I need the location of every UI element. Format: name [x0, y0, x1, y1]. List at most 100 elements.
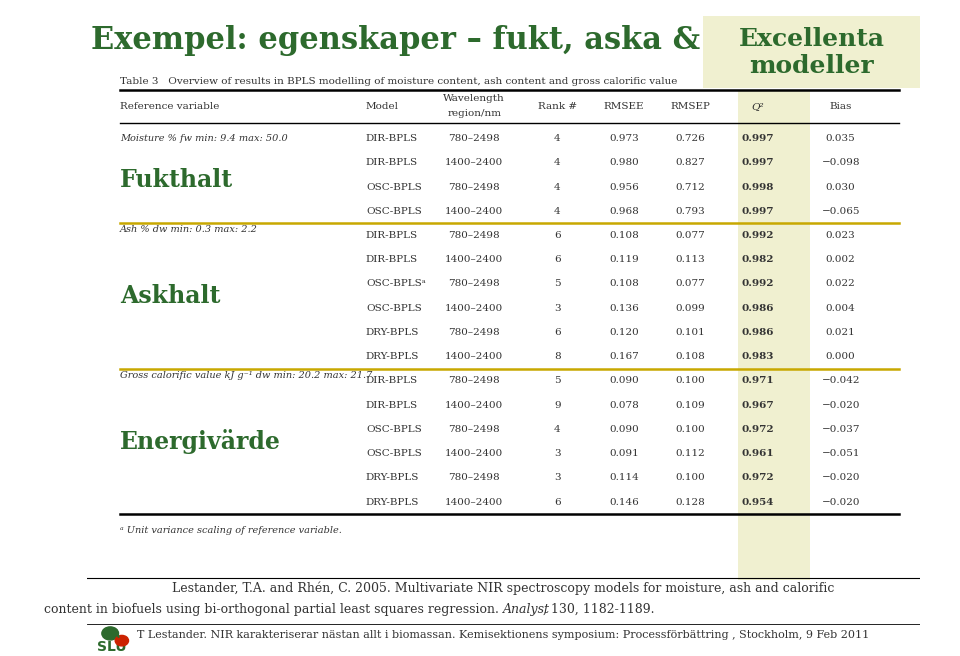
Text: content in biofuels using bi-orthogonal partial least squares regression.: content in biofuels using bi-orthogonal … [44, 603, 503, 616]
Text: 0.712: 0.712 [676, 182, 706, 192]
Text: 3: 3 [554, 474, 561, 482]
Text: 4: 4 [554, 134, 561, 143]
FancyBboxPatch shape [738, 91, 810, 580]
Text: 0.101: 0.101 [676, 328, 706, 337]
Text: −0.037: −0.037 [822, 425, 860, 434]
Text: 0.112: 0.112 [676, 449, 706, 458]
Text: 3: 3 [554, 304, 561, 313]
Text: DRY-BPLS: DRY-BPLS [366, 352, 420, 361]
Text: 4: 4 [554, 425, 561, 434]
Text: Excellenta
modeller: Excellenta modeller [738, 26, 884, 78]
Text: 0.827: 0.827 [676, 158, 706, 167]
Text: Ash % dw min: 0.3 max: 2.2: Ash % dw min: 0.3 max: 2.2 [120, 226, 258, 234]
Text: 0.997: 0.997 [741, 207, 774, 216]
Text: −0.020: −0.020 [822, 498, 860, 506]
Text: 1400–2400: 1400–2400 [445, 401, 503, 409]
Text: 5: 5 [554, 377, 561, 386]
Text: 0.967: 0.967 [741, 401, 774, 409]
Text: 0.120: 0.120 [610, 328, 639, 337]
Text: 4: 4 [554, 158, 561, 167]
Text: Exempel: egenskaper – fukt, aska & energivärde: Exempel: egenskaper – fukt, aska & energ… [91, 23, 916, 56]
Text: DIR-BPLS: DIR-BPLS [366, 231, 418, 240]
Text: , 130, 1182-1189.: , 130, 1182-1189. [543, 603, 655, 616]
Text: 1400–2400: 1400–2400 [445, 498, 503, 506]
Text: region/nm: region/nm [447, 109, 501, 118]
Text: 780–2498: 780–2498 [448, 134, 500, 143]
Text: 0.090: 0.090 [610, 425, 639, 434]
Text: OSC-BPLS: OSC-BPLS [366, 304, 421, 313]
Text: 780–2498: 780–2498 [448, 279, 500, 289]
Text: 0.128: 0.128 [676, 498, 706, 506]
Text: 4: 4 [554, 207, 561, 216]
Text: 6: 6 [554, 231, 561, 240]
Text: Gross calorific value kJ g⁻¹ dw min: 20.2 max: 21.7: Gross calorific value kJ g⁻¹ dw min: 20.… [120, 371, 372, 380]
Text: Rank #: Rank # [538, 102, 577, 112]
Text: 0.980: 0.980 [610, 158, 639, 167]
Text: 0.136: 0.136 [610, 304, 639, 313]
Circle shape [115, 636, 129, 646]
Text: −0.051: −0.051 [822, 449, 860, 458]
Text: 0.972: 0.972 [741, 474, 774, 482]
Text: 0.100: 0.100 [676, 425, 706, 434]
Text: 0.100: 0.100 [676, 474, 706, 482]
Text: Moisture % fw min: 9.4 max: 50.0: Moisture % fw min: 9.4 max: 50.0 [120, 134, 288, 143]
Text: 6: 6 [554, 255, 561, 264]
Text: 0.992: 0.992 [741, 231, 774, 240]
Text: −0.020: −0.020 [822, 401, 860, 409]
Text: 1400–2400: 1400–2400 [445, 352, 503, 361]
Text: 0.971: 0.971 [741, 377, 774, 386]
Text: 780–2498: 780–2498 [448, 182, 500, 192]
FancyBboxPatch shape [704, 16, 920, 89]
Text: Wavelength: Wavelength [444, 94, 505, 104]
Text: Reference variable: Reference variable [120, 102, 220, 112]
Text: OSC-BPLS: OSC-BPLS [366, 449, 421, 458]
Text: 0.100: 0.100 [676, 377, 706, 386]
Text: 0.986: 0.986 [741, 304, 774, 313]
Text: Fukthalt: Fukthalt [120, 168, 233, 192]
Text: Energivärde: Energivärde [120, 429, 281, 454]
Text: DRY-BPLS: DRY-BPLS [366, 328, 420, 337]
Text: Analyst: Analyst [503, 603, 550, 616]
Text: 1400–2400: 1400–2400 [445, 255, 503, 264]
Text: 780–2498: 780–2498 [448, 425, 500, 434]
Text: 6: 6 [554, 328, 561, 337]
Text: 0.972: 0.972 [741, 425, 774, 434]
Text: −0.020: −0.020 [822, 474, 860, 482]
Text: 0.109: 0.109 [676, 401, 706, 409]
Text: DIR-BPLS: DIR-BPLS [366, 255, 418, 264]
Text: 0.108: 0.108 [610, 231, 639, 240]
Text: T Lestander. NIR karakteriserar nästan allt i biomassan. Kemisektionens symposiu: T Lestander. NIR karakteriserar nästan a… [137, 630, 870, 640]
Text: DRY-BPLS: DRY-BPLS [366, 474, 420, 482]
Text: Askhalt: Askhalt [120, 284, 221, 308]
Text: 0.119: 0.119 [610, 255, 639, 264]
Text: 780–2498: 780–2498 [448, 328, 500, 337]
Text: DIR-BPLS: DIR-BPLS [366, 377, 418, 386]
Text: 0.108: 0.108 [610, 279, 639, 289]
Text: 0.968: 0.968 [610, 207, 639, 216]
Text: 0.091: 0.091 [610, 449, 639, 458]
Text: OSC-BPLS: OSC-BPLS [366, 425, 421, 434]
Text: 0.986: 0.986 [741, 328, 774, 337]
Text: 0.030: 0.030 [826, 182, 855, 192]
Text: 1400–2400: 1400–2400 [445, 207, 503, 216]
Text: Bias: Bias [829, 102, 852, 112]
Text: 0.022: 0.022 [826, 279, 855, 289]
Text: 0.077: 0.077 [676, 279, 706, 289]
Text: ᵃ Unit variance scaling of reference variable.: ᵃ Unit variance scaling of reference var… [120, 526, 342, 535]
Text: 3: 3 [554, 449, 561, 458]
Text: −0.098: −0.098 [822, 158, 860, 167]
Text: 1400–2400: 1400–2400 [445, 304, 503, 313]
Text: Lestander, T.A. and Rhén, C. 2005. Multivariate NIR spectroscopy models for mois: Lestander, T.A. and Rhén, C. 2005. Multi… [172, 582, 834, 595]
Text: 780–2498: 780–2498 [448, 474, 500, 482]
Text: 0.954: 0.954 [741, 498, 774, 506]
Text: 0.167: 0.167 [610, 352, 639, 361]
Text: 1400–2400: 1400–2400 [445, 158, 503, 167]
Text: 0.114: 0.114 [610, 474, 639, 482]
Text: OSC-BPLS: OSC-BPLS [366, 182, 421, 192]
Text: 0.090: 0.090 [610, 377, 639, 386]
Text: 0.077: 0.077 [676, 231, 706, 240]
Text: 0.004: 0.004 [826, 304, 855, 313]
Text: −0.065: −0.065 [822, 207, 860, 216]
Text: 0.023: 0.023 [826, 231, 855, 240]
Text: 0.000: 0.000 [826, 352, 855, 361]
